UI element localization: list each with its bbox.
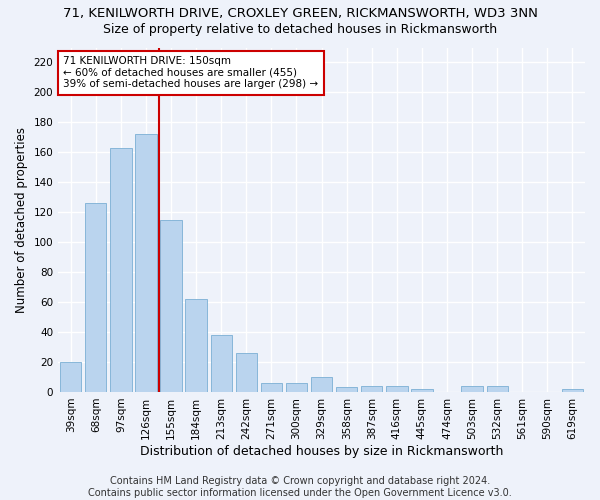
Bar	[311, 377, 332, 392]
Bar	[261, 383, 282, 392]
Text: Contains HM Land Registry data © Crown copyright and database right 2024.
Contai: Contains HM Land Registry data © Crown c…	[88, 476, 512, 498]
Bar	[411, 389, 433, 392]
Bar	[60, 362, 82, 392]
Bar	[461, 386, 483, 392]
Bar	[361, 386, 382, 392]
Bar	[487, 386, 508, 392]
Bar	[185, 299, 207, 392]
Bar	[85, 204, 106, 392]
Bar	[562, 389, 583, 392]
Text: Size of property relative to detached houses in Rickmansworth: Size of property relative to detached ho…	[103, 22, 497, 36]
Bar	[110, 148, 131, 392]
Bar	[211, 335, 232, 392]
Bar	[336, 388, 358, 392]
Bar	[386, 386, 407, 392]
X-axis label: Distribution of detached houses by size in Rickmansworth: Distribution of detached houses by size …	[140, 444, 503, 458]
Bar	[236, 353, 257, 392]
Y-axis label: Number of detached properties: Number of detached properties	[15, 126, 28, 312]
Bar	[160, 220, 182, 392]
Text: 71, KENILWORTH DRIVE, CROXLEY GREEN, RICKMANSWORTH, WD3 3NN: 71, KENILWORTH DRIVE, CROXLEY GREEN, RIC…	[62, 8, 538, 20]
Bar	[136, 134, 157, 392]
Bar	[286, 383, 307, 392]
Text: 71 KENILWORTH DRIVE: 150sqm
← 60% of detached houses are smaller (455)
39% of se: 71 KENILWORTH DRIVE: 150sqm ← 60% of det…	[64, 56, 319, 90]
